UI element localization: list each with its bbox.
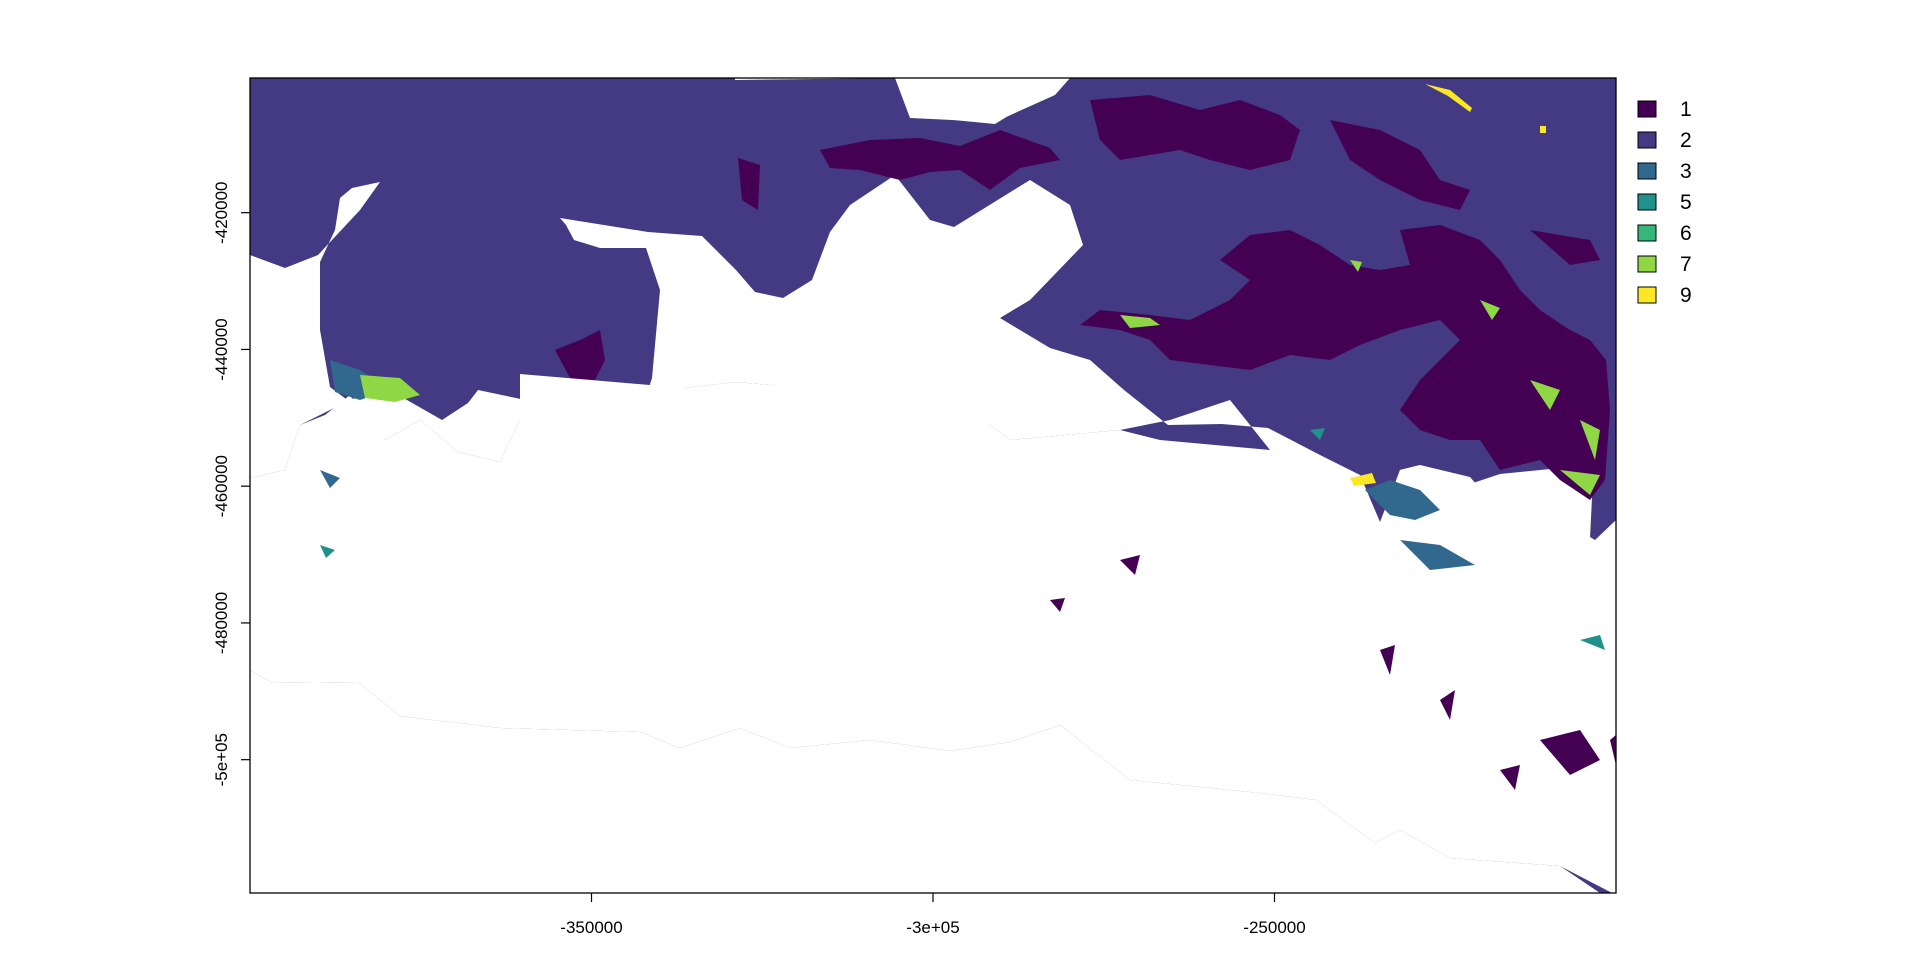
legend-label: 5 [1680, 191, 1692, 214]
raster-layer [250, 78, 1616, 893]
class-5-patches [320, 428, 1605, 650]
legend-label: 3 [1680, 160, 1692, 183]
legend: 1 2 3 5 6 7 9 [1637, 98, 1692, 307]
class-9-patches [1350, 84, 1546, 486]
legend-swatch [1637, 162, 1657, 180]
y-tick-label: -440000 [212, 318, 231, 380]
legend-swatch [1637, 131, 1657, 149]
nodata-gap-bottom [250, 670, 1600, 893]
legend-swatch [1637, 100, 1657, 118]
legend-label: 6 [1680, 222, 1692, 245]
legend-label: 9 [1680, 284, 1692, 307]
nodata-gap-top-left [250, 175, 1593, 570]
legend-swatch [1637, 193, 1657, 211]
class-7-patches [360, 260, 1600, 495]
legend-item: 1 [1637, 98, 1692, 121]
legend-item: 6 [1637, 222, 1692, 245]
y-axis: -420000 -440000 -460000 -480000 -5e+05 [212, 181, 250, 786]
legend-label: 7 [1680, 253, 1692, 276]
legend-swatch [1637, 255, 1657, 273]
x-tick-label: -350000 [560, 918, 622, 937]
legend-swatch [1637, 224, 1657, 242]
legend-item: 9 [1637, 284, 1692, 307]
x-tick-label: -3e+05 [906, 918, 959, 937]
legend-label: 2 [1680, 129, 1692, 152]
legend-item: 5 [1637, 191, 1692, 214]
nodata-gap-top-notch [895, 78, 1070, 122]
legend-swatch [1637, 286, 1657, 304]
y-tick-label: -5e+05 [212, 733, 231, 786]
y-tick-label: -480000 [212, 592, 231, 654]
legend-label: 1 [1680, 98, 1692, 121]
x-axis: -350000 -3e+05 -250000 [560, 893, 1306, 937]
class-1-patches [555, 95, 1616, 790]
legend-item: 3 [1637, 160, 1692, 183]
legend-item: 7 [1637, 253, 1692, 276]
y-tick-label: -460000 [212, 455, 231, 517]
legend-item: 2 [1637, 129, 1692, 152]
x-tick-label: -250000 [1243, 918, 1305, 937]
y-tick-label: -420000 [212, 181, 231, 243]
